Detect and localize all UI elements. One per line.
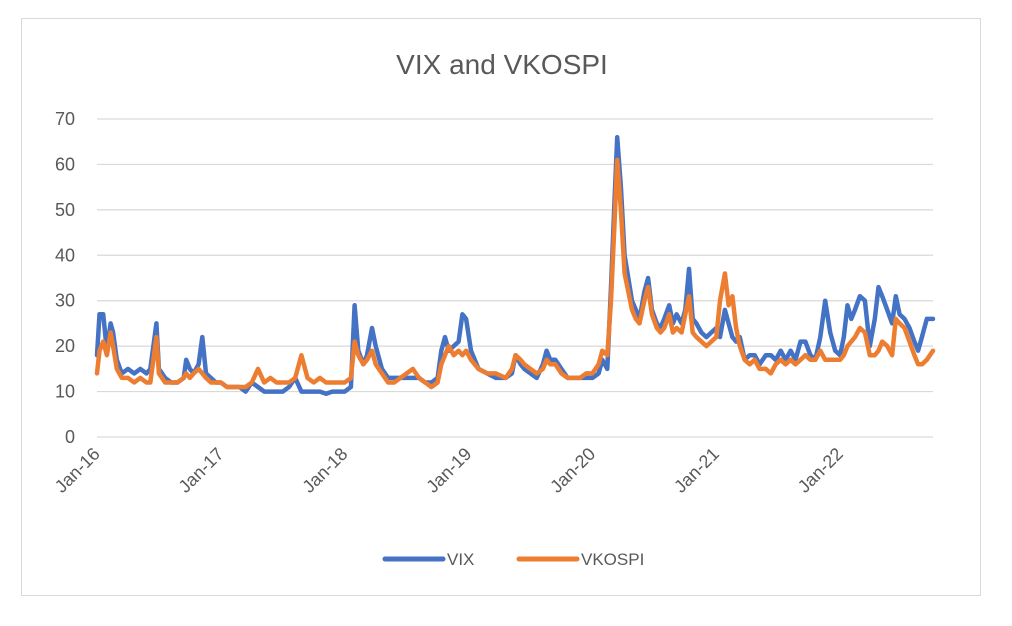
legend: VIX VKOSPI bbox=[382, 550, 644, 569]
x-tick-label: Jan-20 bbox=[546, 444, 599, 497]
y-tick-label: 70 bbox=[55, 109, 75, 129]
x-tick-label: Jan-17 bbox=[175, 444, 228, 497]
chart-title: VIX and VKOSPI bbox=[396, 49, 608, 80]
x-tick-label: Jan-21 bbox=[670, 444, 723, 497]
y-tick-label: 60 bbox=[55, 154, 75, 174]
y-tick-label: 20 bbox=[55, 336, 75, 356]
x-tick-label: Jan-19 bbox=[422, 444, 475, 497]
y-tick-label: 10 bbox=[55, 382, 75, 402]
legend-label: VIX bbox=[447, 550, 474, 569]
y-axis: 0 10 20 30 40 50 60 70 bbox=[55, 109, 75, 447]
chart-area: VIX and VKOSPI 0 10 20 30 40 50 60 70 Jan-16 Jan… bbox=[21, 18, 981, 596]
x-axis: Jan-16 Jan-17 Jan-18 Jan-19 Jan-20 Jan-21 Jan-… bbox=[51, 444, 847, 497]
x-tick-label: Jan-22 bbox=[794, 444, 847, 497]
series-line-vkospi bbox=[94, 157, 936, 390]
x-tick-label: Jan-16 bbox=[51, 444, 104, 497]
gridlines bbox=[97, 118, 933, 438]
legend-label: VKOSPI bbox=[581, 550, 644, 569]
x-tick-label: Jan-18 bbox=[298, 444, 351, 497]
y-tick-label: 40 bbox=[55, 245, 75, 265]
y-tick-label: 0 bbox=[65, 427, 75, 447]
series-lines bbox=[94, 134, 936, 397]
y-tick-label: 50 bbox=[55, 200, 75, 220]
y-tick-label: 30 bbox=[55, 291, 75, 311]
